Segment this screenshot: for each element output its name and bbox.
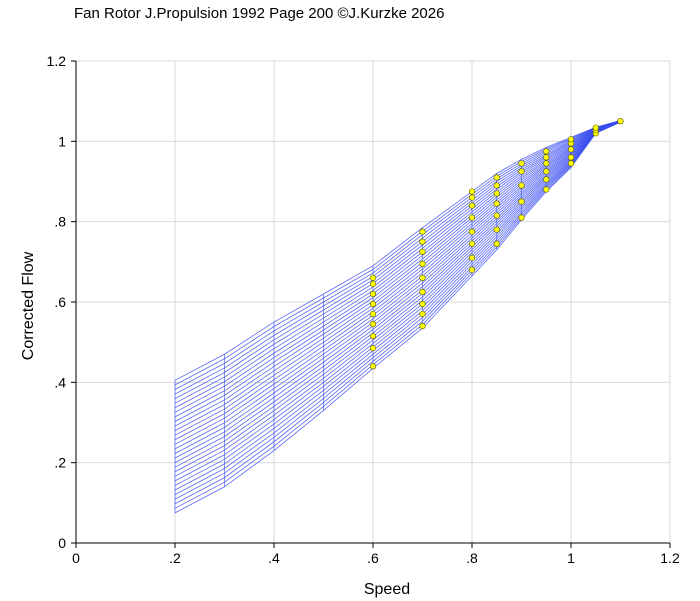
chart-title: Fan Rotor J.Propulsion 1992 Page 200 ©J.… bbox=[74, 5, 445, 22]
data-point bbox=[543, 160, 550, 167]
data-point bbox=[468, 214, 476, 221]
data-point bbox=[419, 274, 426, 282]
data-point bbox=[419, 323, 426, 330]
x-axis-label: Speed bbox=[364, 581, 410, 598]
data-point bbox=[468, 202, 476, 209]
data-point bbox=[567, 146, 575, 153]
data-point bbox=[419, 300, 426, 308]
data-point bbox=[369, 274, 377, 282]
data-point bbox=[518, 182, 525, 189]
data-point bbox=[419, 228, 426, 235]
data-point bbox=[543, 168, 550, 175]
data-point bbox=[567, 160, 575, 167]
data-point bbox=[419, 260, 426, 267]
data-point bbox=[493, 200, 500, 207]
data-point bbox=[369, 310, 377, 318]
data-point bbox=[493, 212, 500, 219]
y-tick-label: .6 bbox=[54, 294, 66, 310]
data-point bbox=[369, 280, 377, 288]
y-tick-label: .8 bbox=[54, 214, 66, 230]
data-point bbox=[543, 186, 550, 193]
data-point bbox=[468, 194, 476, 201]
x-tick-label: .8 bbox=[466, 550, 478, 566]
data-point bbox=[518, 198, 525, 205]
x-tick-label: 0 bbox=[72, 550, 80, 566]
y-tick-label: 1 bbox=[58, 133, 66, 149]
data-point bbox=[518, 168, 525, 175]
x-tick-label: 1 bbox=[567, 550, 575, 566]
data-point bbox=[369, 333, 377, 340]
data-point bbox=[468, 228, 476, 235]
data-point bbox=[493, 174, 500, 181]
data-point bbox=[468, 188, 476, 195]
data-point bbox=[493, 226, 500, 233]
data-point bbox=[468, 266, 476, 273]
beta-line bbox=[174, 121, 621, 473]
data-point bbox=[419, 248, 426, 255]
data-point bbox=[468, 254, 476, 261]
y-tick-label: .2 bbox=[54, 455, 66, 471]
beta-line bbox=[174, 120, 621, 445]
x-tick-label: .6 bbox=[367, 550, 379, 566]
data-point bbox=[543, 154, 550, 161]
data-point bbox=[518, 214, 525, 221]
data-point bbox=[369, 345, 377, 352]
data-point bbox=[369, 290, 377, 298]
beta-line bbox=[174, 120, 621, 395]
data-point bbox=[543, 176, 550, 183]
data-point bbox=[493, 190, 500, 197]
data-point bbox=[543, 148, 550, 155]
data-point bbox=[419, 288, 426, 296]
data-point bbox=[369, 300, 377, 308]
data-point bbox=[369, 363, 377, 370]
beta-line bbox=[174, 121, 621, 486]
data-point bbox=[369, 320, 377, 328]
data-point bbox=[468, 240, 476, 247]
data-point bbox=[493, 240, 500, 247]
data-point bbox=[617, 118, 624, 125]
data-point bbox=[419, 238, 426, 245]
beta-line bbox=[174, 120, 621, 454]
data-point bbox=[567, 154, 575, 161]
data-point bbox=[419, 310, 426, 318]
data-point bbox=[592, 124, 599, 131]
y-tick-label: 1.2 bbox=[47, 53, 67, 69]
x-tick-label: .2 bbox=[169, 550, 181, 566]
y-axis-label: Corrected Flow bbox=[20, 251, 37, 360]
data-point bbox=[567, 136, 575, 143]
data-point bbox=[493, 182, 500, 189]
y-tick-label: 0 bbox=[58, 535, 66, 551]
data-point bbox=[518, 160, 525, 167]
x-tick-label: .4 bbox=[268, 550, 280, 566]
y-tick-label: .4 bbox=[54, 374, 66, 390]
beta-line bbox=[174, 120, 621, 386]
x-tick-label: 1.2 bbox=[660, 550, 680, 566]
